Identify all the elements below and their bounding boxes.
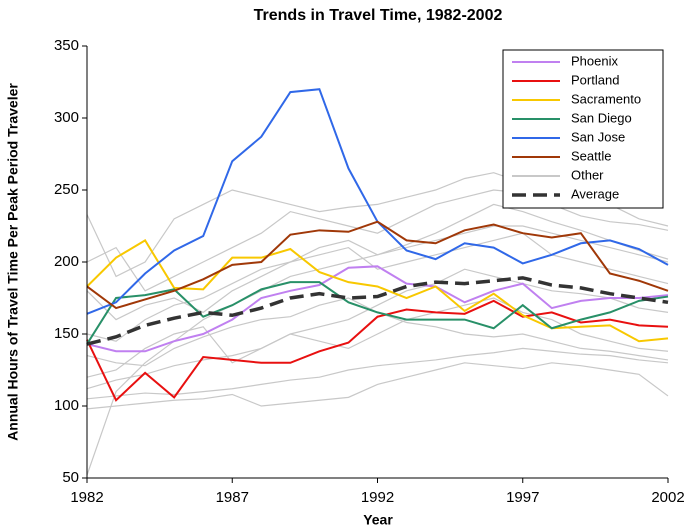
legend: Phoenix Portland Sacramento San Diego San Jo…	[502, 49, 664, 209]
series-line	[86, 220, 669, 310]
legend-label: Portland	[571, 72, 619, 87]
series-line	[86, 281, 669, 345]
other-line	[86, 362, 669, 410]
legend-label: Sacramento	[571, 91, 641, 106]
legend-label: Phoenix	[571, 53, 618, 68]
other-line	[86, 203, 669, 342]
series-line	[86, 239, 669, 343]
y-tick-label: 100	[54, 397, 79, 414]
x-tick-label: 2002	[651, 489, 684, 506]
average-line	[86, 276, 669, 346]
y-tick-label: 250	[54, 181, 79, 198]
other-line	[86, 268, 669, 390]
y-tick-label: 350	[54, 37, 79, 54]
y-tick-label: 50	[62, 469, 79, 486]
x-axis-label: Year	[363, 512, 393, 528]
other-line	[86, 297, 669, 378]
x-tick-label: 1992	[361, 489, 394, 506]
other-line	[86, 347, 669, 400]
legend-label: Seattle	[571, 148, 611, 163]
other-line	[86, 225, 669, 476]
y-tick-label: 150	[54, 325, 79, 342]
y-tick-label: 200	[54, 253, 79, 270]
legend-label: San Jose	[571, 129, 625, 144]
legend-label: Average	[571, 186, 619, 201]
y-axis-label: Annual Hours of Travel Time Per Peak Per…	[5, 83, 21, 441]
legend-box	[502, 49, 664, 209]
x-tick-label: 1997	[506, 489, 539, 506]
series-line	[86, 299, 669, 402]
chart-title: Trends in Travel Time, 1982-2002	[254, 7, 503, 24]
plot-area	[86, 88, 669, 476]
x-tick-label: 1987	[216, 489, 249, 506]
series-line	[86, 265, 669, 353]
legend-label: San Diego	[571, 110, 632, 125]
y-tick-label: 300	[54, 109, 79, 126]
x-tick-label: 1982	[70, 489, 103, 506]
other-line	[86, 297, 669, 367]
legend-label: Other	[571, 167, 604, 182]
other-line	[86, 189, 669, 292]
